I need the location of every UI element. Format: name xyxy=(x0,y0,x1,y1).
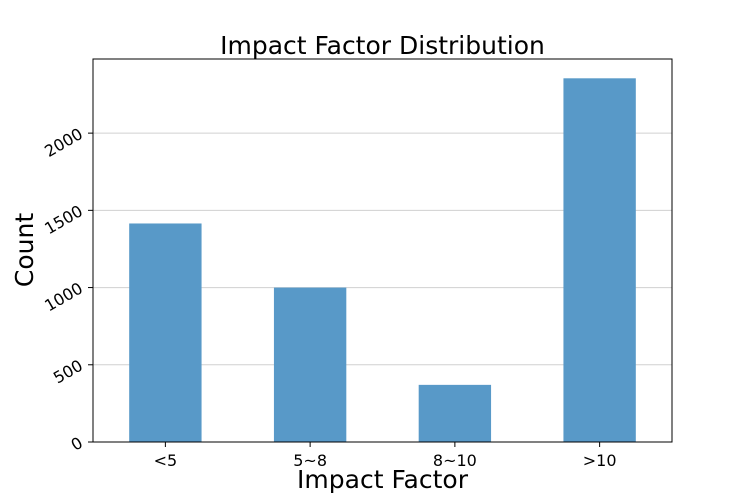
y-axis-ticks: 0 500 1000 1500 2000 xyxy=(41,124,93,455)
x-tick-label: <5 xyxy=(154,451,178,470)
bars xyxy=(129,78,636,442)
bar-2 xyxy=(273,287,347,442)
x-tick-label: 5~8 xyxy=(293,451,327,470)
x-axis-title: Impact Factor xyxy=(297,465,469,494)
bar-1 xyxy=(129,223,202,442)
chart-title: Impact Factor Distribution xyxy=(220,31,545,60)
y-tick-label: 1000 xyxy=(41,279,86,316)
plot-frame xyxy=(92,58,673,443)
bar-4 xyxy=(563,78,636,442)
y-tick-label: 500 xyxy=(50,356,86,388)
x-tick-label: >10 xyxy=(583,451,617,470)
bar-3 xyxy=(418,384,492,442)
y-tick-label: 1500 xyxy=(41,201,86,238)
y-tick-label: 0 xyxy=(68,433,86,455)
y-tick-label: 2000 xyxy=(41,124,86,161)
x-axis-ticks: <5 5~8 8~10 >10 xyxy=(154,442,617,470)
y-axis-title: Count xyxy=(10,213,39,287)
x-tick-label: 8~10 xyxy=(433,451,477,470)
